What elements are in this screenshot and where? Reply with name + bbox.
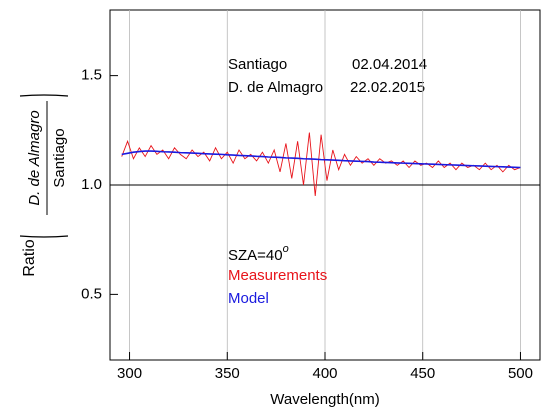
x-tick-label: 500 — [508, 365, 533, 382]
legend-entry: Model — [228, 290, 269, 307]
y-axis-title: Ratio D. de Almagro Santiago — [19, 94, 69, 277]
sza-label: SZA=40o — [228, 243, 289, 264]
x-tick-label: 300 — [117, 365, 142, 382]
paren — [19, 235, 69, 238]
sza-superscript: o — [283, 243, 289, 255]
annotation-site: D. de Almagro — [228, 79, 323, 96]
x-axis-title: Wavelength(nm) — [270, 391, 379, 408]
y-tick-label: 0.5 — [81, 285, 102, 302]
series-line — [121, 132, 521, 196]
y-title-prefix: Ratio — [21, 239, 38, 276]
annotation-site: Santiago — [228, 56, 287, 73]
x-tick-label: 450 — [410, 365, 435, 382]
y-title-denominator: Santiago — [51, 128, 68, 187]
y-title-numerator: D. de Almagro — [26, 110, 43, 205]
y-tick-label: 1.0 — [81, 176, 102, 193]
legend-entry: Measurements — [228, 267, 327, 284]
paren — [19, 94, 69, 97]
annotation-date: 02.04.2014 — [352, 56, 427, 73]
sza-text: SZA=40 — [228, 247, 283, 264]
x-tick-label: 350 — [215, 365, 240, 382]
y-tick-label: 1.5 — [81, 67, 102, 84]
x-tick-label: 400 — [312, 365, 337, 382]
annotation-date: 22.02.2015 — [350, 79, 425, 96]
series-line — [121, 150, 521, 169]
